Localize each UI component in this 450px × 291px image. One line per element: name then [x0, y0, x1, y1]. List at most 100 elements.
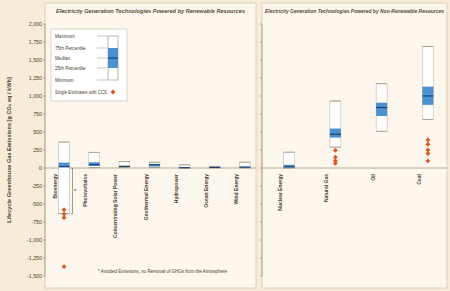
category-label: Bioenergy: [52, 174, 58, 199]
min-line: [149, 167, 160, 168]
y-tick: [260, 24, 262, 25]
median-line: [240, 167, 251, 168]
y-tick: [260, 132, 262, 133]
ccs-marker: [62, 264, 67, 269]
range-box: [330, 101, 341, 147]
iqr-box: [59, 163, 70, 168]
ccs-marker: [333, 155, 338, 160]
background: [0, 0, 450, 291]
ccs-marker: [333, 148, 338, 153]
legend-label: 25th Percentile: [55, 66, 86, 71]
legend-label: Single Estimates with CCS: [55, 90, 107, 95]
y-tick: [260, 240, 262, 241]
y-tick: [43, 132, 45, 133]
zero-line: [45, 168, 256, 169]
footnote: * Avoided Emissions, no Removal of GHGs …: [98, 269, 227, 274]
y-tick: [260, 258, 262, 259]
iqr-box: [240, 166, 251, 168]
range-box: [240, 162, 251, 168]
y-tick: [260, 60, 262, 61]
legend-median-swatch: [108, 57, 118, 58]
median-line: [284, 166, 295, 167]
max-line: [376, 83, 387, 84]
y-tick-label: 1,250: [29, 75, 42, 81]
y-tick-label: 1,000: [29, 93, 42, 99]
median-line: [422, 95, 433, 96]
y-tick: [260, 222, 262, 223]
category-label: Geothermal Energy: [143, 174, 149, 220]
y-tick-label: 1,500: [29, 57, 42, 63]
ccs-marker: [425, 138, 430, 143]
min-line: [240, 167, 251, 168]
iqr-box: [179, 167, 190, 169]
iqr-box: [376, 103, 387, 116]
range-box: [422, 46, 433, 119]
category-label: Oil: [370, 173, 376, 180]
category-label: Photovoltaics: [82, 174, 88, 207]
range-box: [179, 165, 190, 168]
iqr-box: [284, 165, 295, 168]
y-tick-label: 0: [39, 165, 42, 171]
marks: [284, 46, 434, 168]
category-label: Natural Gas: [323, 174, 329, 202]
median-line: [330, 134, 341, 135]
max-line: [179, 164, 190, 165]
iqr-box: [119, 166, 130, 167]
panel-title: Electricity Generation Technologies Powe…: [56, 8, 245, 14]
chart: Electricity Generation Technologies Powe…: [0, 0, 450, 291]
iqr-box: [149, 164, 160, 167]
y-tick: [43, 258, 45, 259]
category-label: Ocean Energy: [203, 174, 209, 208]
y-tick-label: -500: [31, 201, 42, 207]
median-line: [89, 164, 100, 165]
legend-label: Median: [55, 56, 71, 61]
y-tick: [260, 114, 262, 115]
y-tick-label: 750: [33, 111, 42, 117]
y-tick-label: -1,500: [27, 273, 42, 279]
y-tick-label: -750: [31, 219, 42, 225]
y-tick-label: 250: [33, 147, 42, 153]
median-line: [179, 167, 190, 168]
range-box: [119, 162, 130, 168]
y-tick: [43, 186, 45, 187]
min-line: [89, 167, 100, 168]
range-box: [89, 152, 100, 167]
range-box: [59, 142, 70, 213]
legend: [51, 29, 127, 101]
y-tick-label: -1,250: [27, 255, 42, 261]
legend-leader: [97, 58, 107, 59]
iqr-box: [330, 129, 341, 138]
iqr-box: [209, 167, 220, 169]
y-tick: [260, 168, 262, 169]
max-line: [284, 152, 295, 153]
y-tick: [43, 168, 45, 169]
y-tick: [43, 96, 45, 97]
y-tick: [43, 222, 45, 223]
median-line: [149, 164, 160, 165]
legend-leader: [97, 68, 107, 69]
panel: [262, 3, 447, 288]
y-tick: [260, 276, 262, 277]
ccs-marker: [62, 215, 67, 220]
iqr-box: [89, 162, 100, 166]
legend-label: Minimum: [55, 78, 74, 83]
max-line: [59, 142, 70, 143]
legend-leader: [97, 80, 107, 81]
category-label: Wind Energy: [233, 174, 239, 205]
range-box: [376, 84, 387, 132]
y-tick: [43, 204, 45, 205]
y-tick: [43, 42, 45, 43]
panel: [45, 3, 256, 288]
legend-marker: [111, 90, 116, 95]
y-tick: [43, 78, 45, 79]
legend-range-swatch: [108, 36, 118, 80]
y-tick: [43, 240, 45, 241]
min-line: [209, 167, 220, 168]
category-label: Coal: [416, 173, 422, 184]
max-line: [149, 162, 160, 163]
category-label: Hydropower: [173, 174, 179, 203]
median-line: [119, 166, 130, 167]
range-box: [284, 152, 295, 168]
y-tick: [260, 96, 262, 97]
y-tick: [260, 204, 262, 205]
